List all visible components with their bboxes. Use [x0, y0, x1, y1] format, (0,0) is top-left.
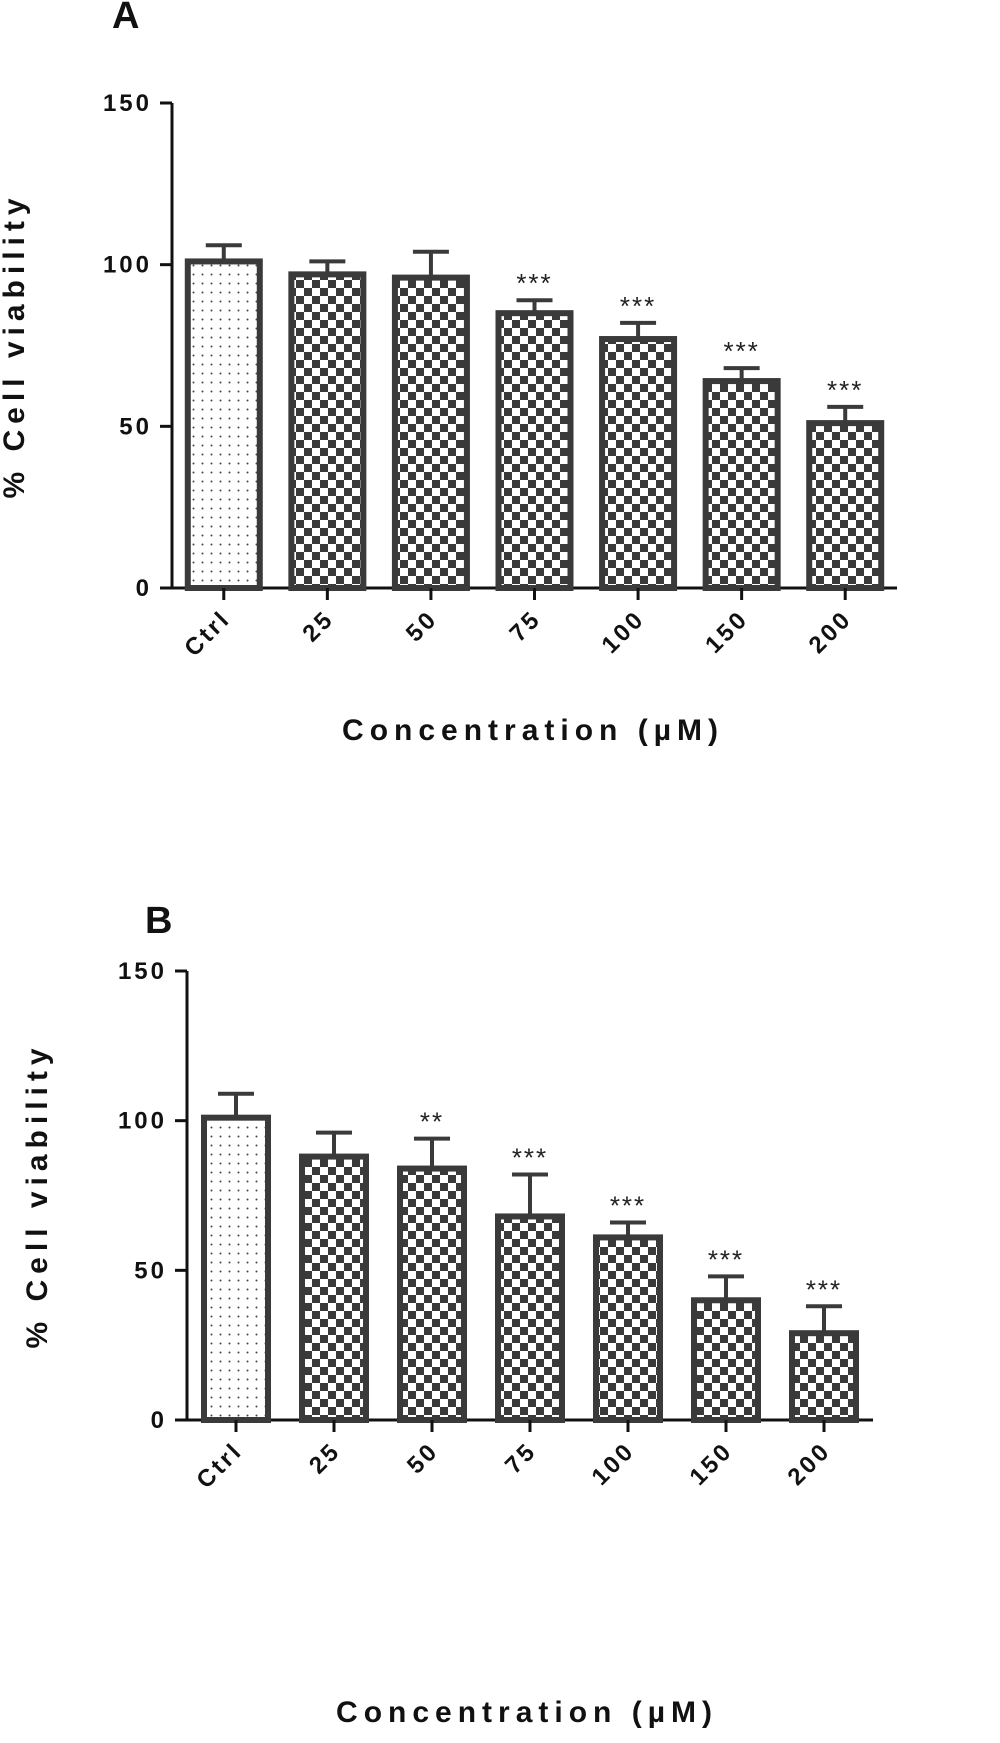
x-tick-label: Ctrl [191, 1437, 248, 1494]
x-tick-label: 100 [586, 1437, 640, 1491]
significance-label: *** [620, 291, 656, 321]
significance-label: *** [516, 268, 552, 298]
chart-panel-b: B 0 50 100 150 Ctrl 25 50 ** 75 *** 100 *** 150 *** 20… [0, 871, 1000, 1743]
bar [299, 1153, 369, 1423]
x-axis-title: Concentration (µM) [342, 714, 724, 747]
bar [288, 271, 367, 591]
bar [495, 1213, 565, 1423]
bar [691, 1297, 761, 1423]
bar [184, 258, 263, 591]
x-axis-title: Concentration (µM) [336, 1696, 718, 1729]
bar-chart-a: A 0 50 100 150 Ctrl 25 50 75 *** 100 *** 150 *** 200 *… [0, 0, 897, 747]
x-tick-label: 50 [401, 605, 443, 647]
bar [789, 1330, 859, 1423]
chart-panel-a: A 0 50 100 150 Ctrl 25 50 75 *** 100 *** 150 *** 200 *… [0, 0, 1000, 871]
significance-label: *** [723, 336, 759, 366]
x-tick-label: 150 [700, 605, 754, 659]
y-tick-label: 150 [103, 90, 152, 117]
x-tick-label: Ctrl [179, 605, 236, 662]
significance-label: *** [827, 375, 863, 405]
y-tick-label: 100 [118, 1108, 167, 1135]
x-tick-label: 200 [782, 1437, 836, 1491]
y-tick-label: 0 [151, 1407, 167, 1434]
bar [495, 310, 574, 591]
x-tick-label: 75 [505, 605, 547, 647]
x-tick-label: 100 [597, 605, 651, 659]
x-tick-label: 25 [304, 1437, 346, 1479]
x-tick-label: 200 [804, 605, 858, 659]
bar [806, 420, 885, 591]
bar [599, 336, 678, 591]
bar [201, 1114, 271, 1423]
bar [702, 378, 781, 592]
bar-chart-b: B 0 50 100 150 Ctrl 25 50 ** 75 *** 100 *** 150 *** 20… [21, 900, 873, 1729]
y-tick-label: 50 [119, 413, 152, 440]
x-tick-label: 75 [500, 1437, 542, 1479]
bar [593, 1234, 663, 1424]
y-axis-title: % Cell viability [0, 192, 31, 498]
bar [391, 274, 470, 591]
x-tick-label: 50 [402, 1437, 444, 1479]
y-tick-label: 0 [136, 575, 152, 602]
y-axis-title: % Cell viability [21, 1042, 54, 1348]
x-tick-label: 25 [297, 605, 339, 647]
significance-label: *** [512, 1143, 548, 1173]
panel-label: B [145, 900, 172, 942]
significance-label: ** [420, 1107, 444, 1137]
significance-label: *** [806, 1274, 842, 1304]
significance-label: *** [708, 1244, 744, 1274]
x-tick-label: 150 [684, 1437, 738, 1491]
bar [397, 1165, 467, 1423]
significance-label: *** [610, 1190, 646, 1220]
y-tick-label: 50 [134, 1257, 167, 1284]
y-tick-label: 150 [118, 958, 167, 985]
y-tick-label: 100 [103, 252, 152, 279]
panel-label: A [112, 0, 139, 37]
